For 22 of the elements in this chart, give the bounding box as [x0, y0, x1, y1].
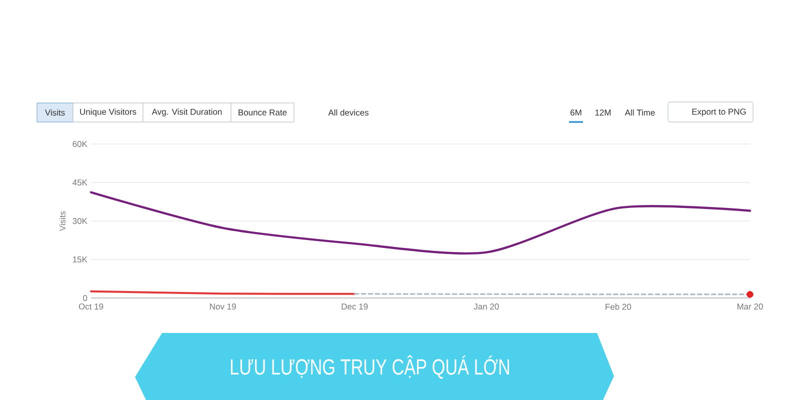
x-tick-label: Feb 20 [606, 304, 632, 310]
y-tick-label: 45K [72, 180, 88, 186]
y-tick-label: 30K [72, 218, 88, 224]
text: 12M [595, 110, 611, 116]
y-tick-label: 0 [83, 295, 88, 302]
text: Visits [44, 109, 65, 116]
y-tick-label: 60K [72, 141, 88, 148]
y-tick-label: 15K [72, 256, 88, 262]
text: Unique Visitors [80, 108, 136, 116]
text: All devices [328, 109, 369, 116]
text: 6M [570, 110, 582, 116]
x-tick-label: Jan 20 [474, 304, 499, 310]
x-tick-label: Dec 19 [342, 304, 368, 310]
text: All Time [624, 109, 655, 116]
y-axis-title: Visits [59, 211, 66, 232]
x-tick-label: Mar 20 [737, 304, 763, 310]
text: Bounce Rate [238, 110, 287, 116]
text: LƯU LƯỢNG TRUY CẬP QUÁ LỚN [230, 355, 510, 379]
text: Avg. Visit Duration [152, 108, 222, 116]
text: Export to PNG [692, 108, 746, 116]
x-tick-label: Nov 19 [210, 304, 236, 310]
x-tick-label: Oct 19 [78, 304, 104, 310]
